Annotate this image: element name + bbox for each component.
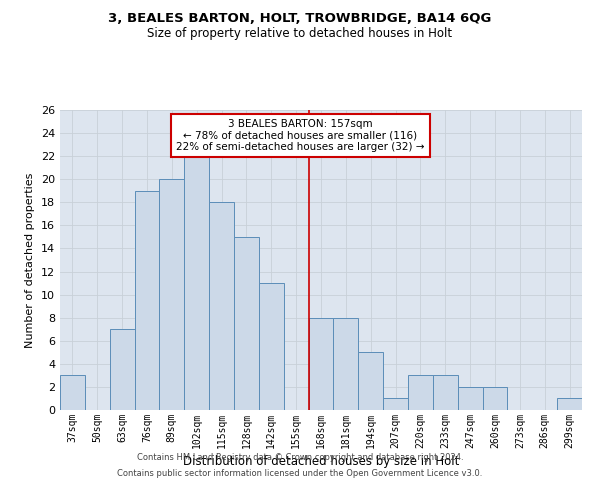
Bar bbox=[482, 387, 508, 410]
Text: 3 BEALES BARTON: 157sqm
← 78% of detached houses are smaller (116)
22% of semi-d: 3 BEALES BARTON: 157sqm ← 78% of detache… bbox=[176, 119, 424, 152]
Bar bbox=[358, 352, 383, 410]
Bar bbox=[557, 398, 582, 410]
X-axis label: Distribution of detached houses by size in Holt: Distribution of detached houses by size … bbox=[183, 455, 459, 468]
Bar bbox=[334, 318, 358, 410]
Text: Contains HM Land Registry data © Crown copyright and database right 2024.: Contains HM Land Registry data © Crown c… bbox=[137, 454, 463, 462]
Text: 3, BEALES BARTON, HOLT, TROWBRIDGE, BA14 6QG: 3, BEALES BARTON, HOLT, TROWBRIDGE, BA14… bbox=[109, 12, 491, 26]
Text: Contains public sector information licensed under the Open Government Licence v3: Contains public sector information licen… bbox=[118, 468, 482, 477]
Bar bbox=[408, 376, 433, 410]
Text: Size of property relative to detached houses in Holt: Size of property relative to detached ho… bbox=[148, 28, 452, 40]
Bar bbox=[308, 318, 334, 410]
Y-axis label: Number of detached properties: Number of detached properties bbox=[25, 172, 35, 348]
Bar bbox=[458, 387, 482, 410]
Bar bbox=[433, 376, 458, 410]
Bar bbox=[110, 329, 134, 410]
Bar bbox=[259, 283, 284, 410]
Bar bbox=[60, 376, 85, 410]
Bar bbox=[184, 156, 209, 410]
Bar bbox=[383, 398, 408, 410]
Bar bbox=[234, 237, 259, 410]
Bar bbox=[160, 179, 184, 410]
Bar bbox=[134, 191, 160, 410]
Bar bbox=[209, 202, 234, 410]
